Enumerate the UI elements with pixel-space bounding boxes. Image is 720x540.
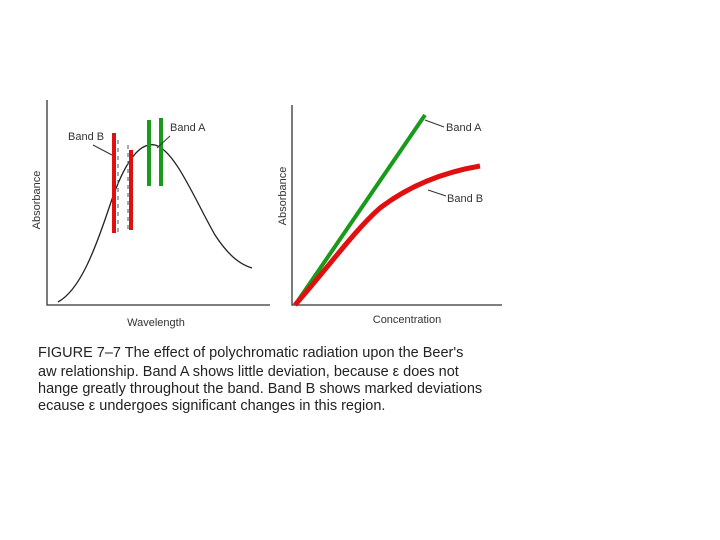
caption-line: hange greatly throughout the band. Band … bbox=[38, 381, 482, 397]
left-panel: Band B Band A Absorbance Wavelength bbox=[31, 100, 270, 329]
label: Band A bbox=[446, 122, 482, 134]
leader bbox=[424, 119, 445, 128]
caption-line: ecause ε undergoes significant changes i… bbox=[38, 398, 385, 414]
leader bbox=[427, 189, 447, 197]
label: Band B bbox=[68, 131, 104, 143]
caption-line: aw relationship. Band A shows little dev… bbox=[38, 364, 459, 380]
axes bbox=[46, 100, 270, 306]
absorbance-curve bbox=[57, 144, 253, 303]
label: Band B bbox=[447, 193, 483, 205]
y-axis-label: Absorbance bbox=[277, 167, 289, 226]
axes bbox=[291, 105, 502, 306]
band-a-line bbox=[293, 113, 427, 307]
x-axis-label: Wavelength bbox=[127, 317, 185, 329]
caption: FIGURE 7–7 The effect of polychromatic r… bbox=[38, 345, 482, 414]
leader bbox=[92, 144, 113, 156]
band-b-curve bbox=[293, 163, 481, 307]
y-axis-label: Absorbance bbox=[31, 171, 43, 230]
leader bbox=[156, 135, 171, 149]
caption-line: FIGURE 7–7 The effect of polychromatic r… bbox=[38, 345, 463, 361]
right-panel: Band A Band B Absorbance Concentration bbox=[277, 105, 502, 326]
label: Band A bbox=[170, 122, 206, 134]
x-axis-label: Concentration bbox=[373, 314, 442, 326]
